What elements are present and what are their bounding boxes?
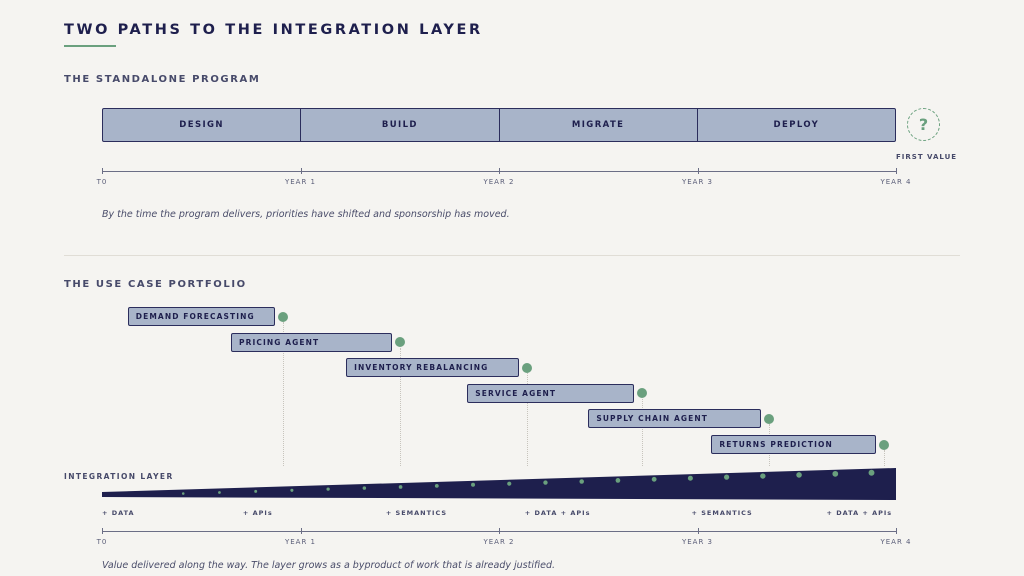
axis-tick-label: YEAR 2 [483,538,515,546]
use-case-bar: RETURNS PREDICTION [711,435,877,454]
axis-tick [697,168,699,174]
layer-addition-label: + DATA + APIs [826,509,893,517]
value-delivered-dot [277,311,288,322]
value-delivered-dot [636,388,647,399]
layer-dot [290,488,294,492]
layer-dot [832,470,839,477]
value-drop-line [282,322,284,466]
phase-design: DESIGN [103,109,302,141]
layer-dot [615,478,621,483]
title-underline [64,45,116,47]
value-drop-line [641,398,643,466]
standalone-heading: THE STANDALONE PROGRAM [64,74,261,85]
axis-tick [102,528,103,534]
layer-dot [579,479,584,484]
layer-dot [471,482,476,487]
value-delivered-dot [764,413,775,424]
layer-dot [796,472,802,478]
use-case-bar: DEMAND FORECASTING [127,307,275,326]
layer-addition-label: + SEMANTICS [691,509,753,517]
axis-tick-label: YEAR 1 [284,178,317,186]
value-drop-line [884,450,886,466]
page-title: TWO PATHS TO THE INTEGRATION LAYER [64,22,483,38]
integration-layer-label: INTEGRATION LAYER [64,472,174,481]
integration-layer-shape [102,468,896,500]
axis-tick [102,168,103,174]
use-case-bar: PRICING AGENT [231,332,392,352]
standalone-note: By the time the program delivers, priori… [102,209,510,220]
value-delivered-dot [521,362,532,373]
axis-tick-label: YEAR 3 [681,538,714,546]
layer-dot [760,473,766,479]
integration-layer-dots [181,469,875,495]
layer-dot [434,483,439,488]
axis-tick [300,528,302,534]
axis-tick-label: T0 [96,538,108,546]
phase-bar: DESIGN BUILD MIGRATE DEPLOY [102,108,896,142]
layer-dot [687,475,693,481]
layer-dot [868,469,875,476]
value-delivered-dot [879,439,890,450]
layer-dot [326,487,330,491]
layer-dot [651,476,657,482]
layer-dot [362,486,367,490]
axis-tick [300,168,302,174]
layer-dot [543,480,548,485]
layer-dot [723,474,730,480]
use-case-bar: SUPPLY CHAIN AGENT [588,409,761,429]
section-divider [64,255,960,256]
layer-dot [254,489,258,493]
use-case-bar: INVENTORY REBALANCING [346,358,519,378]
unknown-value-icon: ? [907,108,940,141]
layer-dot [218,491,221,494]
value-drop-line [399,347,401,466]
first-value-label: FIRST VALUE [896,153,958,161]
axis-tick-label: YEAR 1 [284,538,317,546]
portfolio-heading: THE USE CASE PORTFOLIO [64,279,247,290]
axis-tick [697,528,699,534]
phase-deploy: DEPLOY [773,120,820,130]
phase-build: BUILD [301,109,500,141]
axis-tick [499,528,500,534]
layer-addition-label: + DATA + APIs [524,509,591,517]
axis-tick-label: YEAR 3 [681,178,714,186]
layer-dot [398,485,403,489]
phase-migrate: MIGRATE [500,109,698,141]
value-delivered-dot [394,337,405,348]
axis-tick [896,528,897,534]
axis-tick [499,168,500,174]
axis-tick-label: YEAR 2 [483,178,515,186]
layer-dot [507,481,512,486]
axis-tick-label: YEAR 4 [880,178,912,186]
use-case-bar: SERVICE AGENT [467,383,634,403]
axis-tick [896,168,897,174]
layer-addition-label: + SEMANTICS [385,509,448,517]
portfolio-note: Value delivered along the way. The layer… [102,560,556,571]
layer-dot [181,492,185,495]
value-drop-line [526,373,528,466]
layer-addition-label: + APIs [242,509,273,517]
axis-tick-label: YEAR 4 [880,538,912,546]
layer-addition-label: + DATA [102,509,135,517]
axis-tick-label: T0 [96,178,108,186]
